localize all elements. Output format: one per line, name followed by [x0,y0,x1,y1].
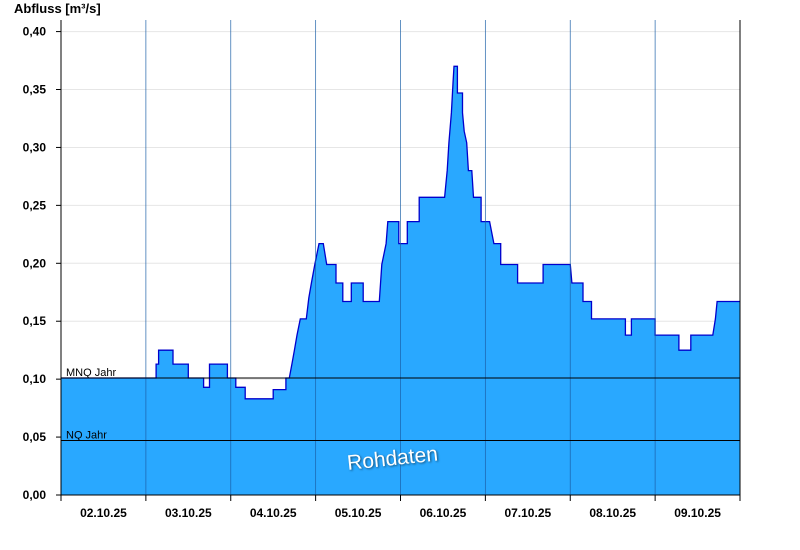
y-ticks: 0,00 0,05 0,10 0,15 0,20 0,25 0,30 0,35 0,40 [23,25,61,502]
y-tick-label-2: 0,10 [23,372,47,386]
x-tick-label-3: 05.10.25 [335,506,382,520]
y-tick-label-4: 0,20 [23,256,47,270]
discharge-line [61,65,740,400]
x-tick-label-5: 07.10.25 [504,506,551,520]
x-ticks: 02.10.25 03.10.25 04.10.25 05.10.25 06.10.25… [60,495,741,520]
y-tick-label-3: 0,15 [23,314,47,328]
x-tick-label-4: 06.10.25 [420,506,467,520]
y-tick-label-8: 0,40 [23,25,47,39]
y-axis-label: Abfluss [m³/s] [14,1,101,16]
y-tick-label-5: 0,25 [23,198,47,212]
ref-label-mnq-jahr: MNQ Jahr [66,367,116,379]
y-tick-label-7: 0,35 [23,83,47,97]
x-tick-label-6: 08.10.25 [589,506,636,520]
y-tick-label-1: 0,05 [23,430,47,444]
y-tick-label-6: 0,30 [23,140,47,154]
y-tick-label-0: 0,00 [23,488,47,502]
reference-lines: MNQ Jahr NQ Jahr [61,367,740,442]
day-separator-lines [145,20,656,495]
x-tick-label-0: 02.10.25 [80,506,127,520]
ref-label-nq-jahr: NQ Jahr [66,430,107,442]
x-tick-label-1: 03.10.25 [165,506,212,520]
x-tick-label-7: 09.10.25 [674,506,721,520]
x-tick-label-2: 04.10.25 [250,506,297,520]
